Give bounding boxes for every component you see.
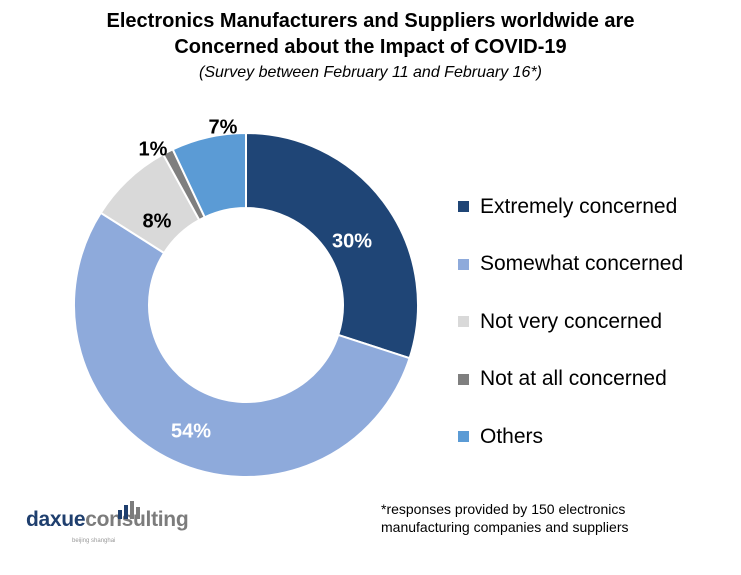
legend-item-not-very-concerned: Not very concerned <box>458 293 683 351</box>
data-label-somewhat-concerned: 54% <box>171 420 211 442</box>
legend-swatch <box>458 201 469 213</box>
slice-extremely-concerned <box>245 131 419 360</box>
legend-item-somewhat-concerned: Somewhat concerned <box>458 236 683 294</box>
brand-logo: daxue consulting beijing shanghai <box>26 501 189 544</box>
bar-chart-icon <box>118 501 140 519</box>
legend-item-not-at-all-concerned: Not at all concerned <box>458 351 683 409</box>
chart-title-line-2: Concerned about the Impact of COVID-19 <box>174 36 567 58</box>
data-label-not-at-all-concerned: 1% <box>139 138 168 160</box>
brand-name-consulting: consulting <box>85 508 189 531</box>
legend-swatch <box>458 258 469 270</box>
data-label-extremely-concerned: 30% <box>332 230 372 252</box>
chart-legend: Extremely concerned Somewhat concerned Not… <box>458 178 683 466</box>
legend-label: Not at all concerned <box>480 367 667 391</box>
legend-label: Not very concerned <box>480 309 663 333</box>
legend-item-others: Others <box>458 408 683 466</box>
chart-subtitle: (Survey between February 11 and February… <box>199 64 542 81</box>
footnote-line-1: *responses provided by 150 electronics <box>381 501 626 517</box>
chart-title-line-1: Electronics Manufacturers and Suppliers … <box>106 10 635 32</box>
slice-somewhat-concerned <box>73 211 411 479</box>
data-label-not-very-concerned: 8% <box>143 210 172 232</box>
chart-header: Electronics Manufacturers and Suppliers … <box>0 8 741 84</box>
footnote-line-2: manufacturing companies and suppliers <box>381 519 629 535</box>
legend-swatch <box>458 373 469 385</box>
legend-item-extremely-concerned: Extremely concerned <box>458 178 683 236</box>
legend-label: Extremely concerned <box>480 194 678 218</box>
legend-label: Others <box>480 424 544 448</box>
brand-tagline: beijing shanghai <box>72 538 116 544</box>
legend-label: Somewhat concerned <box>480 252 684 276</box>
brand-name-daxue: daxue <box>26 508 86 531</box>
slice-others <box>171 131 247 219</box>
data-label-others: 7% <box>209 116 238 138</box>
legend-swatch <box>458 316 469 328</box>
legend-swatch <box>458 431 469 443</box>
footnote: *responses provided by 150 electronics m… <box>381 500 721 536</box>
